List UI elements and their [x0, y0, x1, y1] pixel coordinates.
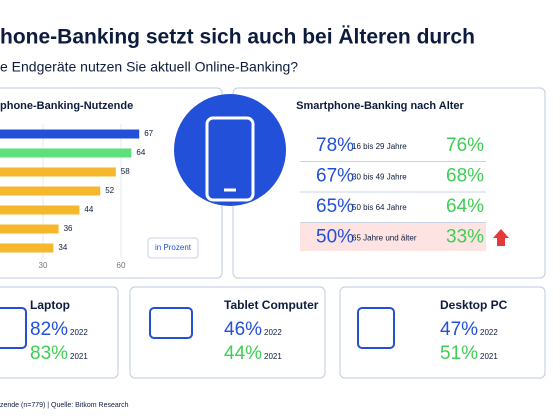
- subtitle: e Endgeräte nutzen Sie aktuell Online-Ba…: [0, 59, 298, 75]
- bar: [0, 243, 54, 253]
- age-2021: 33%: [446, 227, 484, 248]
- device-card: [129, 286, 326, 379]
- device-name: Laptop: [30, 298, 70, 312]
- age-2022: 78%: [316, 135, 354, 156]
- device-icon: [0, 307, 27, 349]
- year-2022: 2022: [480, 328, 498, 337]
- bar: [0, 186, 101, 196]
- bar: [0, 205, 80, 215]
- note: in Prozent: [155, 243, 192, 252]
- device-name: Desktop PC: [440, 298, 508, 312]
- device-2022: 82%: [30, 319, 68, 340]
- title: hone-Banking setzt sich auch bei Älteren…: [0, 26, 475, 49]
- value-label: 34: [58, 243, 67, 252]
- age-2021: 76%: [446, 135, 484, 156]
- phone-circle: [174, 94, 286, 206]
- age-label: 50 bis 64 Jahre: [352, 203, 407, 212]
- bar: [0, 167, 116, 177]
- age-label: 16 bis 29 Jahre: [352, 142, 407, 151]
- age-2022: 65%: [316, 196, 354, 217]
- age-2021: 64%: [446, 196, 484, 217]
- year-2021: 2021: [480, 352, 498, 361]
- x-tick-label: 60: [117, 261, 126, 270]
- age-label: 30 bis 49 Jahre: [352, 173, 407, 182]
- bar: [0, 224, 59, 234]
- device-2022: 47%: [440, 319, 478, 340]
- device-icon: [357, 307, 395, 349]
- device-icon: [149, 307, 193, 339]
- year-2021: 2021: [70, 352, 88, 361]
- year-2021: 2021: [264, 352, 282, 361]
- value-label: 64: [136, 148, 145, 157]
- age-title: Smartphone-Banking nach Alter: [296, 100, 464, 112]
- footer: zende (n=779) | Quelle: Bitkom Research: [0, 402, 129, 409]
- value-label: 36: [64, 224, 73, 233]
- bar: [0, 148, 132, 158]
- year-2022: 2022: [264, 328, 282, 337]
- value-label: 67: [144, 129, 153, 138]
- device-name: Tablet Computer: [224, 298, 319, 312]
- device-2022: 46%: [224, 319, 262, 340]
- bar-title: phone-Banking-Nutzende: [0, 100, 133, 112]
- note-box: [147, 237, 199, 259]
- highlight: [300, 223, 486, 251]
- value-label: 58: [121, 167, 130, 176]
- phone-icon: [205, 116, 255, 202]
- device-2021: 51%: [440, 343, 478, 364]
- bar: [0, 129, 140, 139]
- year-2022: 2022: [70, 328, 88, 337]
- age-2022: 50%: [316, 227, 354, 248]
- age-label: 65 Jahre und älter: [352, 234, 417, 243]
- value-label: 44: [84, 205, 93, 214]
- x-tick-label: 30: [39, 261, 48, 270]
- up-arrow: [493, 229, 509, 246]
- value-label: 52: [105, 186, 114, 195]
- device-card: [339, 286, 546, 379]
- age-2021: 68%: [446, 166, 484, 187]
- device-card: [0, 286, 119, 379]
- device-2021: 83%: [30, 343, 68, 364]
- age-2022: 67%: [316, 166, 354, 187]
- device-2021: 44%: [224, 343, 262, 364]
